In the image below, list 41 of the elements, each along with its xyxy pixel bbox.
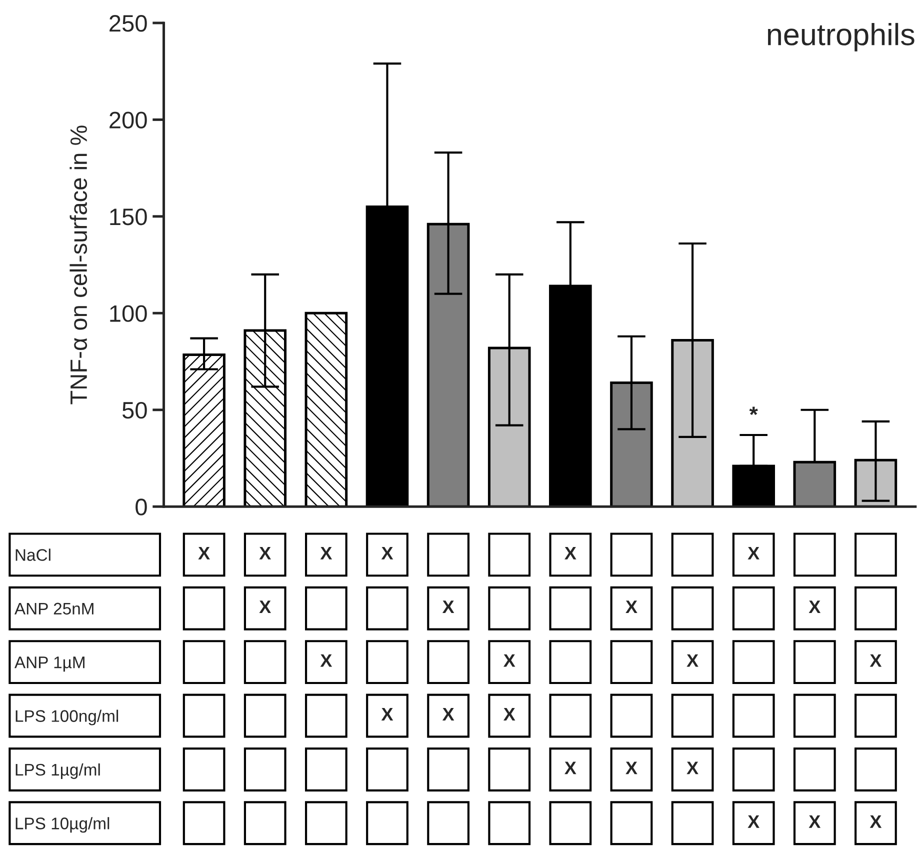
text: X xyxy=(626,600,638,614)
bar xyxy=(793,460,836,507)
y-tick-label: 100 xyxy=(110,305,147,322)
text: X xyxy=(320,546,332,560)
text: X xyxy=(564,546,576,560)
y-tick-label: ANP 25nM xyxy=(14,602,94,615)
text: X xyxy=(259,600,271,614)
text: X xyxy=(381,708,394,720)
text: X xyxy=(870,654,882,667)
text: X xyxy=(259,546,271,560)
text: X xyxy=(503,654,516,667)
text: X xyxy=(320,654,332,667)
text: X xyxy=(870,815,882,828)
text: X xyxy=(442,708,454,720)
y-tick-label: LPS 10µg/ml xyxy=(16,817,110,833)
text: X xyxy=(748,815,760,828)
text: X xyxy=(748,546,760,560)
y-axis-title: TNF-α on cell-surface in % xyxy=(70,126,88,404)
data-label: * xyxy=(749,406,758,416)
y-tick-label: LPS 100ng/ml xyxy=(16,710,118,726)
text: X xyxy=(626,762,638,774)
y-tick-label: 50 xyxy=(122,402,147,419)
text: X xyxy=(686,654,698,667)
text: X xyxy=(808,600,821,614)
text: X xyxy=(686,762,698,774)
text: X xyxy=(198,546,210,560)
text: X xyxy=(381,546,394,560)
text: X xyxy=(808,815,821,828)
y-tick-label: 250 xyxy=(110,15,147,32)
y-tick-label: 200 xyxy=(110,112,147,128)
text: X xyxy=(503,708,516,720)
chart-title: neutrophils xyxy=(768,22,914,52)
y-tick-label: 0 xyxy=(136,498,147,516)
y-tick-label: 150 xyxy=(110,208,147,226)
bar xyxy=(366,205,409,507)
y-tick-label: ANP 1µM xyxy=(14,656,84,672)
y-tick-label: NaCl xyxy=(16,548,50,561)
text: X xyxy=(442,600,454,614)
text: X xyxy=(564,762,576,774)
y-tick-label: LPS 1µg/ml xyxy=(16,763,100,779)
bar xyxy=(549,284,592,507)
